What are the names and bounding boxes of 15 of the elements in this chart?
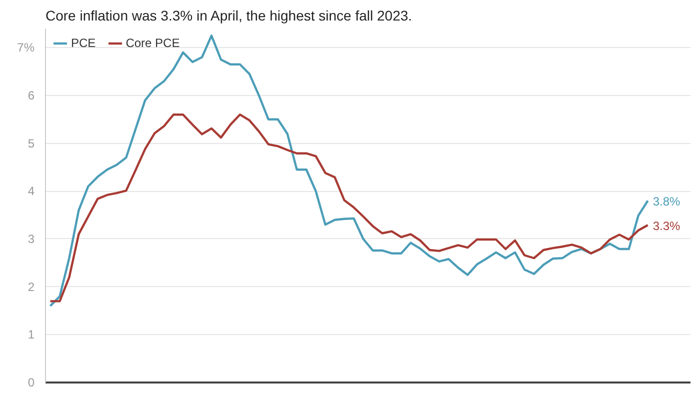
line-series bbox=[49, 34, 649, 308]
y-tick-label: 1 bbox=[28, 328, 35, 342]
y-tick-label: 3 bbox=[28, 232, 35, 246]
data-label: 3.3% bbox=[652, 219, 680, 234]
y-tick-label: 7% bbox=[17, 40, 35, 55]
legend-label: PCE bbox=[71, 36, 96, 50]
legend-label: Core PCE bbox=[126, 36, 180, 50]
data-label: 3.8% bbox=[652, 194, 680, 209]
line-series bbox=[49, 114, 649, 302]
y-tick-label: 2 bbox=[28, 280, 35, 294]
chart-title: Core inflation was 3.3% in April, the highest since fall 2023. bbox=[46, 8, 412, 24]
y-tick-label: 0 bbox=[28, 376, 35, 390]
y-tick-label: 6 bbox=[28, 88, 35, 102]
y-tick-label: 4 bbox=[28, 184, 35, 198]
y-tick-label: 5 bbox=[28, 136, 35, 150]
